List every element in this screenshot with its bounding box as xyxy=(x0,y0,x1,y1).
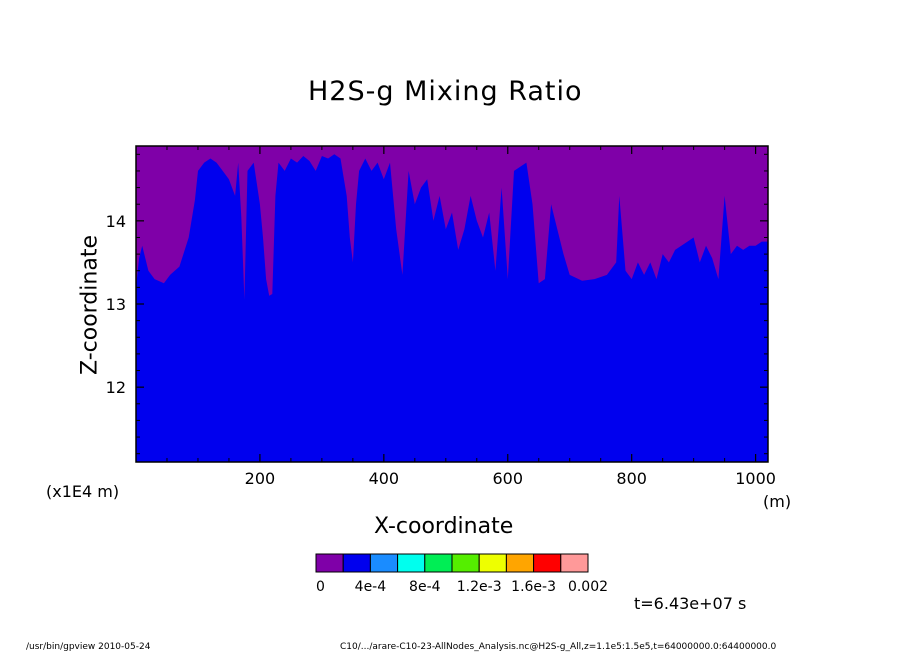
y-tick-label: 13 xyxy=(106,295,126,314)
colorbar-swatch xyxy=(478,553,507,573)
colorbar: 0 4e-4 8e-4 1.2e-3 1.6e-3 0.002 xyxy=(315,553,608,595)
x-tick-label: 200 xyxy=(245,469,276,488)
y-tick-label: 14 xyxy=(106,212,126,231)
colorbar-label: 1.2e-3 xyxy=(457,579,502,595)
colorbar-swatch xyxy=(397,553,426,573)
colorbar-swatch xyxy=(424,553,453,573)
x-tick-label: 800 xyxy=(616,469,647,488)
y-axis-label: Z-coordinate xyxy=(77,235,103,375)
colorbar-swatch xyxy=(533,553,562,573)
colorbar-swatch xyxy=(560,553,589,573)
footer-right: C10/.../arare-C10-23-AllNodes_Analysis.n… xyxy=(340,642,777,652)
x-tick-label: 400 xyxy=(369,469,400,488)
colorbar-swatch xyxy=(451,553,480,573)
x-tick-label: 600 xyxy=(492,469,523,488)
chart-title: H2S-g Mixing Ratio xyxy=(308,76,583,107)
x-axis-label: X-coordinate xyxy=(374,514,514,539)
plot-area xyxy=(136,146,768,463)
colorbar-swatch xyxy=(369,553,399,573)
region-level-1 xyxy=(136,154,768,463)
colorbar-label: 0.002 xyxy=(568,579,608,595)
y-axis-unit: (x1E4 m) xyxy=(46,482,120,501)
colorbar-label: 8e-4 xyxy=(409,579,441,595)
colorbar-label: 1.6e-3 xyxy=(511,579,556,595)
footer-left: /usr/bin/gpview 2010-05-24 xyxy=(26,642,151,652)
x-tick-label: 1000 xyxy=(735,469,776,488)
colorbar-label: 0 xyxy=(316,579,325,595)
axes: 200 400 600 800 1000 12 13 14 xyxy=(106,145,776,488)
colorbar-swatch xyxy=(342,553,371,573)
colorbar-swatch xyxy=(315,553,344,573)
time-annotation: t=6.43e+07 s xyxy=(634,594,747,613)
colorbar-swatch xyxy=(505,553,535,573)
colorbar-label: 4e-4 xyxy=(355,579,387,595)
y-tick-label: 12 xyxy=(106,378,126,397)
x-axis-unit: (m) xyxy=(763,492,792,511)
